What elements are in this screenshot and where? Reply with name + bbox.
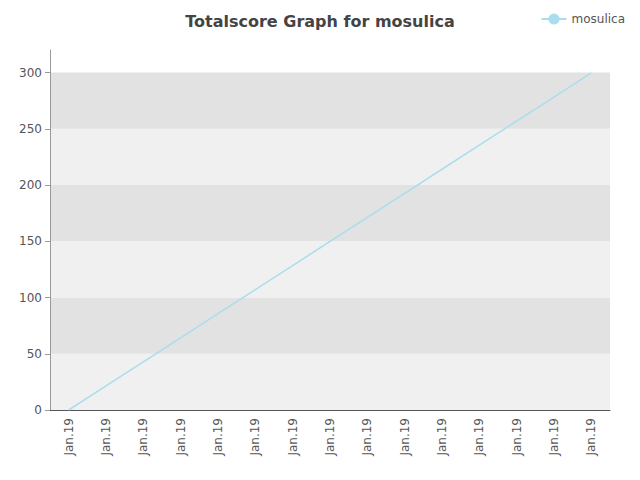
svg-text:50: 50 bbox=[27, 347, 42, 361]
svg-text:Jan.19: Jan.19 bbox=[323, 418, 337, 457]
svg-text:300: 300 bbox=[19, 66, 42, 80]
svg-text:Jan.19: Jan.19 bbox=[510, 418, 524, 457]
svg-text:200: 200 bbox=[19, 178, 42, 192]
svg-text:Jan.19: Jan.19 bbox=[472, 418, 486, 457]
svg-text:Jan.19: Jan.19 bbox=[136, 418, 150, 457]
svg-text:Jan.19: Jan.19 bbox=[360, 418, 374, 457]
svg-text:Jan.19: Jan.19 bbox=[547, 418, 561, 457]
svg-text:mosulica: mosulica bbox=[571, 12, 625, 26]
svg-text:150: 150 bbox=[19, 234, 42, 248]
svg-text:Jan.19: Jan.19 bbox=[435, 418, 449, 457]
svg-text:0: 0 bbox=[34, 403, 42, 417]
svg-text:Jan.19: Jan.19 bbox=[286, 418, 300, 457]
svg-text:Jan.19: Jan.19 bbox=[99, 418, 113, 457]
svg-text:Jan.19: Jan.19 bbox=[584, 418, 598, 457]
svg-text:Jan.19: Jan.19 bbox=[211, 418, 225, 457]
svg-text:Totalscore Graph for mosulica: Totalscore Graph for mosulica bbox=[185, 12, 455, 31]
svg-text:250: 250 bbox=[19, 122, 42, 136]
svg-text:Jan.19: Jan.19 bbox=[174, 418, 188, 457]
svg-text:Jan.19: Jan.19 bbox=[248, 418, 262, 457]
svg-text:Jan.19: Jan.19 bbox=[62, 418, 76, 457]
svg-text:100: 100 bbox=[19, 291, 42, 305]
svg-text:Jan.19: Jan.19 bbox=[398, 418, 412, 457]
